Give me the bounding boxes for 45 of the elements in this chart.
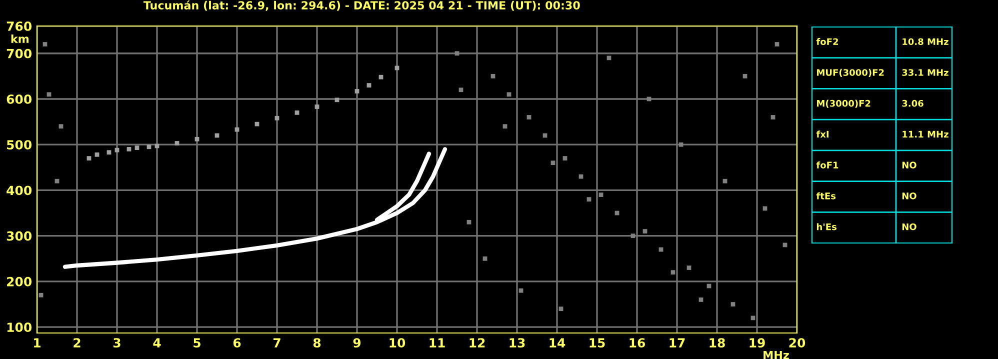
x-tick-label: 15 [590, 338, 605, 348]
y-tick-label: 300 [6, 231, 32, 241]
x-tick-label: 18 [710, 338, 725, 348]
text: 10.8 MHz [902, 38, 948, 46]
x-tick-label: 14 [550, 338, 566, 348]
y-tick-label: 200 [7, 276, 32, 286]
y-tick-label: 100 [7, 322, 32, 332]
x-axis-title: MHz [764, 350, 789, 359]
x-tick-label: 4 [153, 338, 161, 348]
category-label: foF1 [816, 161, 838, 168]
y-tick-label: 700 [6, 48, 32, 58]
category-label: MUF(3000)F2 [817, 68, 884, 77]
x-tick-label: 1 [34, 338, 40, 348]
y-tick-label: 760 [6, 21, 32, 31]
category-label: fxI [816, 130, 828, 138]
x-tick-label: 11 [430, 338, 445, 348]
x-tick-label: 6 [233, 338, 241, 348]
x-tick-label: 2 [74, 338, 80, 348]
category-label: h'Es [816, 223, 837, 230]
x-tick-label: 12 [470, 338, 485, 348]
x-tick-label: 16 [630, 338, 646, 348]
x-tick-label: 7 [273, 338, 280, 348]
x-tick-label: 20 [789, 338, 806, 348]
chart-title: Tucumán (lat: -26.9, lon: 294.6) - DATE: 2025 04 21 - TIME (UT): 00:30 [143, 0, 580, 11]
x-tick-label: 3 [113, 338, 120, 348]
x-tick-label: 17 [670, 338, 685, 348]
x-tick-label: 9 [353, 338, 361, 348]
y-axis-title: km [11, 34, 29, 43]
category-label: foF2 [816, 38, 838, 46]
y-tick-label: 600 [6, 94, 32, 104]
text: NO [902, 192, 916, 200]
category-label: M(3000)F2 [817, 100, 870, 108]
text: NO [902, 223, 916, 230]
text: 11.1 MHz [902, 130, 948, 138]
y-tick-label: 400 [6, 186, 32, 196]
text: 3.06 [902, 100, 924, 107]
x-tick-label: 13 [510, 338, 525, 348]
x-tick-label: 19 [750, 338, 765, 348]
x-tick-label: 5 [194, 338, 200, 348]
text: NO [902, 162, 916, 168]
x-tick-label: 10 [390, 338, 406, 348]
y-tick-label: 500 [7, 140, 32, 150]
category-label: ftEs [816, 192, 836, 200]
x-tick-label: 8 [313, 338, 321, 348]
text: 33.1 MHz [902, 69, 948, 76]
